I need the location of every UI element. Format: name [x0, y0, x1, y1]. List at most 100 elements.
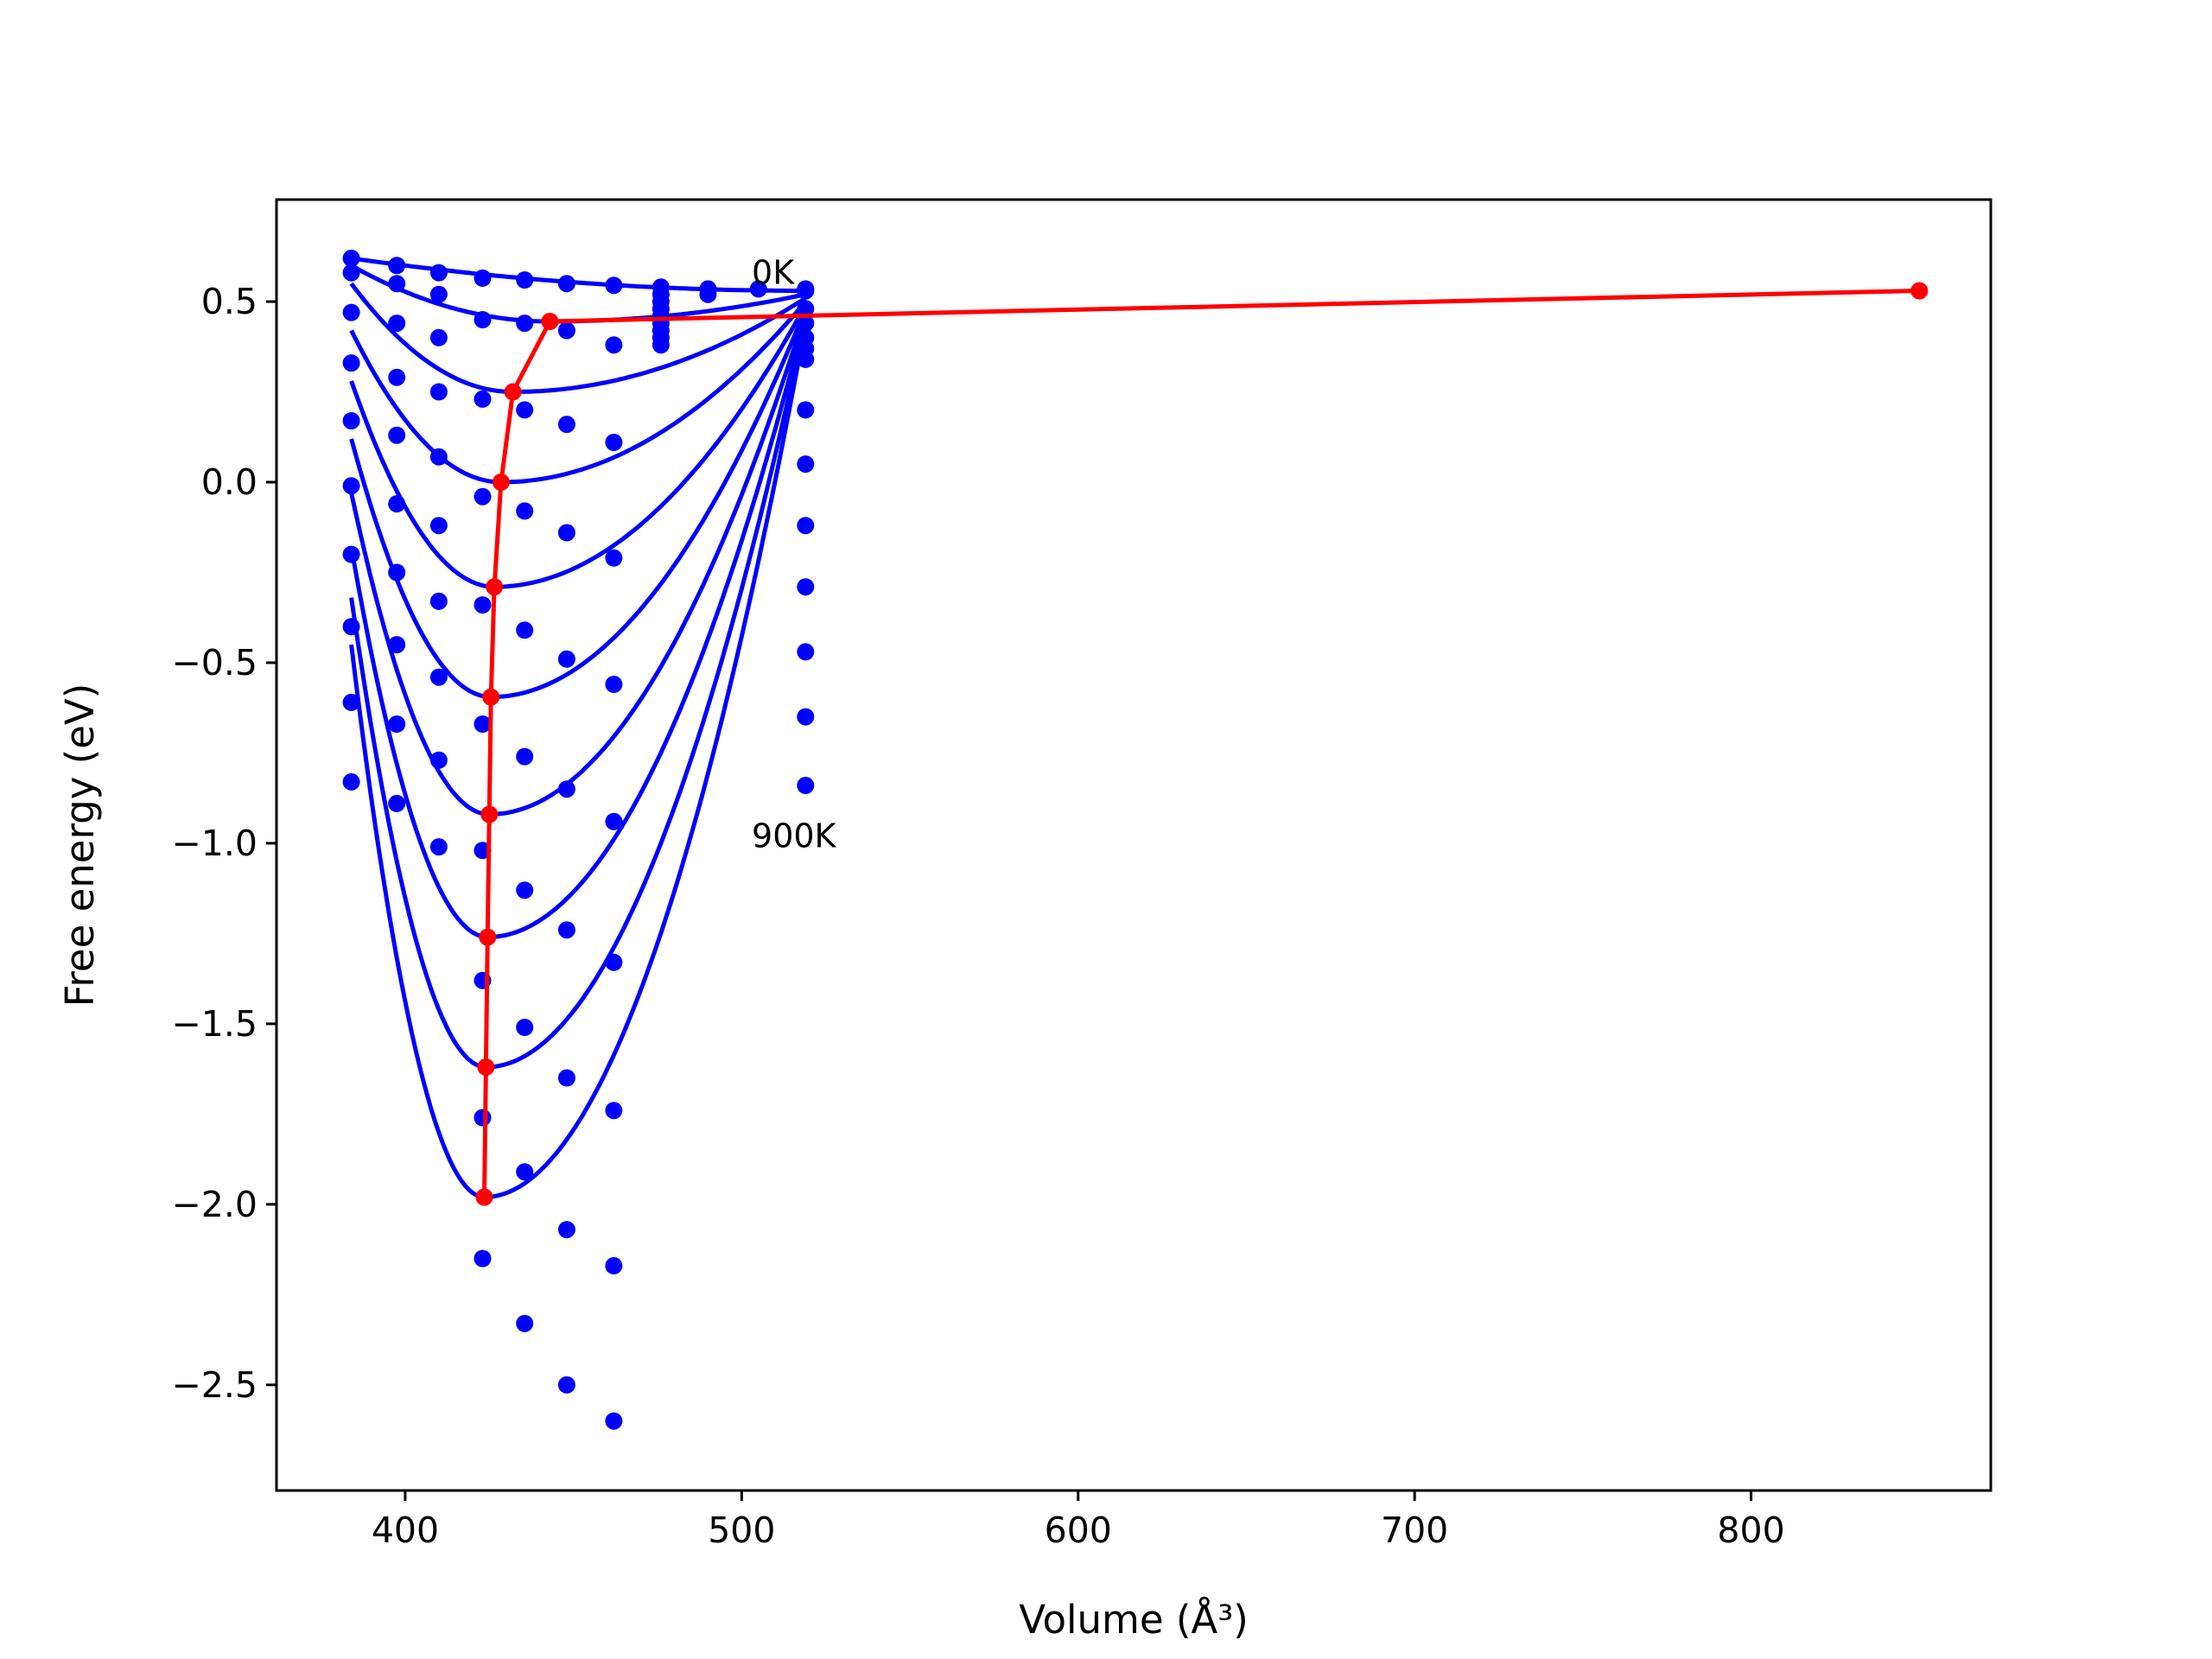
data-point-94 [797, 708, 815, 726]
minimum-point-5 [482, 688, 500, 706]
data-point-16 [557, 321, 575, 340]
data-point-5 [557, 275, 575, 293]
x-axis-ticks: 400 500 600 700 800 [372, 1491, 1785, 1551]
data-point-41 [388, 495, 406, 513]
data-point-46 [605, 549, 623, 567]
fit-curve-3 [349, 300, 808, 485]
data-point-53 [388, 636, 406, 654]
data-point-78 [516, 1314, 534, 1332]
data-point-60 [474, 715, 492, 733]
y-tick-label-5: −2.0 [171, 1184, 257, 1225]
y-tick-label-4: −1.5 [171, 1003, 257, 1045]
fit-curve-8 [349, 319, 808, 1070]
data-point-47 [342, 545, 360, 563]
minimum-point-7 [479, 928, 497, 946]
data-point-85 [797, 315, 815, 333]
data-point-17 [605, 336, 623, 354]
data-point-57 [342, 693, 360, 711]
data-point-6 [605, 276, 623, 295]
data-point-44 [516, 502, 534, 520]
y-tick-label-2: −0.5 [171, 642, 257, 683]
data-point-83 [797, 282, 815, 300]
data-point-75 [557, 1069, 575, 1087]
minimum-point-0 [1910, 282, 1929, 300]
annotation-0: 0K [752, 254, 795, 292]
data-point-76 [605, 1102, 623, 1120]
data-point-89 [797, 401, 815, 419]
x-axis-label: Volume (Å³) [1019, 1597, 1249, 1643]
data-point-61 [516, 747, 534, 766]
data-point-40 [342, 477, 360, 495]
annotation-1: 900K [752, 817, 837, 855]
y-axis-ticks: 0.5 0.0 −0.5 −1.0 −1.5 −2.0 −2.5 [171, 281, 276, 1406]
data-point-88 [797, 350, 815, 368]
data-point-39 [605, 434, 623, 451]
data-point-49 [429, 592, 448, 610]
data-point-59 [429, 751, 448, 769]
data-point-92 [797, 578, 815, 596]
fit-curve-5 [349, 308, 808, 700]
data-point-9 [749, 280, 767, 298]
x-tick-label-1: 500 [708, 1510, 775, 1551]
data-point-62 [557, 780, 575, 798]
data-point-35 [557, 416, 575, 434]
data-point-63 [605, 812, 623, 830]
data-point-77 [474, 1249, 492, 1268]
data-point-15 [516, 315, 534, 333]
data-point-3 [474, 269, 492, 287]
data-point-52 [342, 618, 360, 636]
data-point-30 [342, 354, 360, 372]
data-point-51 [516, 621, 534, 639]
data-point-42 [429, 517, 448, 535]
data-point-13 [429, 285, 448, 303]
fit-curve-4 [349, 304, 808, 589]
data-point-58 [388, 715, 406, 733]
y-axis-label: Free energy (eV) [57, 683, 103, 1007]
fit-curve-0 [351, 256, 806, 293]
minimum-point-3 [492, 474, 510, 491]
data-point-29 [429, 328, 448, 346]
data-point-70 [516, 1019, 534, 1036]
minimum-point-4 [486, 578, 504, 596]
x-tick-label-0: 400 [372, 1510, 439, 1551]
data-point-50 [474, 596, 492, 614]
data-point-12 [388, 275, 406, 293]
data-point-34 [516, 401, 534, 419]
fit-curves [349, 256, 808, 1199]
data-point-93 [797, 643, 815, 661]
data-point-71 [557, 921, 575, 939]
x-tick-label-2: 600 [1045, 1510, 1112, 1551]
data-point-91 [797, 517, 815, 535]
data-point-54 [429, 668, 448, 686]
data-point-65 [388, 794, 406, 812]
y-tick-label-1: 0.0 [201, 461, 257, 503]
data-point-55 [557, 650, 575, 668]
data-point-68 [516, 881, 534, 899]
data-point-38 [429, 448, 448, 466]
minimum-point-8 [477, 1058, 495, 1076]
data-point-4 [516, 271, 534, 289]
data-point-84 [797, 300, 815, 318]
minimum-path [475, 282, 1929, 1206]
data-point-28 [388, 315, 406, 333]
fit-curve-9 [349, 322, 808, 1199]
data-point-27 [342, 303, 360, 321]
data-point-43 [474, 487, 492, 505]
minimum-point-2 [504, 383, 522, 401]
data-point-2 [429, 264, 448, 282]
minimum-point-1 [541, 313, 559, 330]
data-point-48 [388, 563, 406, 582]
data-point-45 [557, 524, 575, 542]
data-point-66 [429, 838, 448, 856]
y-tick-label-3: −1.0 [171, 823, 257, 864]
data-point-64 [342, 772, 360, 791]
y-tick-label-0: 0.5 [201, 281, 257, 322]
x-tick-label-3: 700 [1381, 1510, 1448, 1551]
data-point-80 [605, 1256, 623, 1274]
fit-curve-2 [349, 282, 807, 394]
data-point-79 [557, 1221, 575, 1239]
data-point-74 [516, 1163, 534, 1181]
annotations: 0K 900K [752, 254, 837, 855]
fit-curve-7 [349, 315, 808, 940]
